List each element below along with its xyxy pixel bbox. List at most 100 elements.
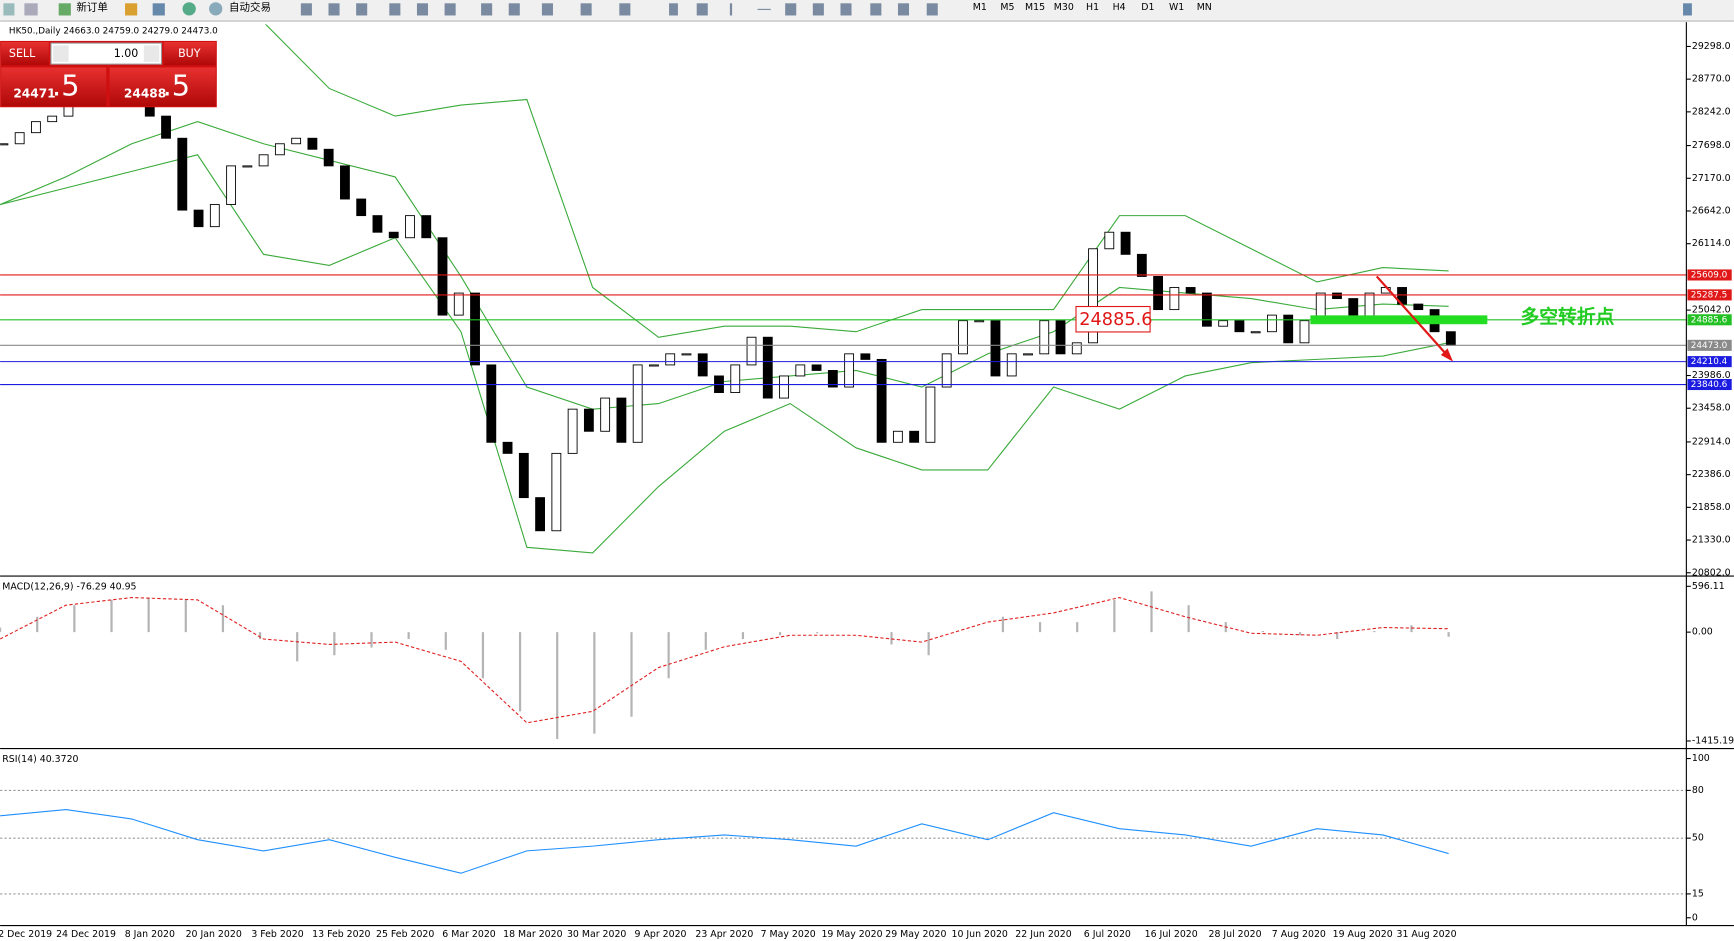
icon[interactable] [669, 3, 678, 16]
x-tick-label: 13 Feb 2020 [312, 929, 370, 940]
candle [47, 115, 58, 123]
icon[interactable] [389, 3, 401, 16]
icon[interactable] [785, 3, 797, 16]
candle [1283, 314, 1294, 344]
new-order[interactable]: 新订单 [76, 1, 108, 14]
candle [1267, 314, 1277, 333]
icon[interactable] [729, 3, 733, 16]
y-tick-label: 25042.0 [1692, 305, 1731, 316]
candle [14, 132, 25, 145]
x-tick-label: 9 Apr 2020 [635, 929, 687, 940]
candle [811, 364, 822, 371]
y-tick-label: 0 [1692, 912, 1698, 923]
timeframe-button[interactable]: W1 [1169, 2, 1184, 13]
auto-trading[interactable]: 自动交易 [229, 1, 271, 14]
x-tick-label: 8 Jan 2020 [125, 929, 175, 940]
timeframe-button[interactable]: M30 [1054, 2, 1074, 13]
candle [697, 353, 708, 377]
lots-input[interactable] [50, 42, 163, 65]
candle [226, 165, 237, 205]
sell-button[interactable] [1, 42, 49, 66]
buy-button[interactable] [163, 42, 216, 66]
candle [372, 215, 383, 233]
candle [779, 375, 789, 399]
candle [632, 364, 643, 443]
auto-trading-icon[interactable] [209, 2, 223, 16]
new-order-icon[interactable] [58, 3, 71, 16]
icon[interactable] [300, 3, 312, 16]
icon[interactable] [152, 3, 165, 16]
icon[interactable] [619, 3, 631, 16]
timeframe-button[interactable]: D1 [1141, 2, 1154, 13]
icon[interactable] [416, 3, 429, 16]
level-label-bg [1687, 269, 1732, 281]
y-tick-label: 27170.0 [1692, 173, 1731, 184]
icon[interactable] [328, 3, 340, 16]
timeframe-button[interactable]: MN [1197, 2, 1212, 13]
candle [405, 215, 415, 239]
sell-label[interactable]: SELL [9, 47, 36, 60]
highlight-bar [1310, 315, 1488, 325]
timeframe-button[interactable]: H1 [1086, 2, 1099, 13]
icon[interactable] [812, 3, 824, 16]
bid-main: 24471 [13, 86, 55, 100]
level-label: 24885.6 [1691, 315, 1728, 325]
timeframe-button[interactable]: M15 [1025, 2, 1045, 13]
icon[interactable] [125, 3, 138, 16]
icon[interactable] [897, 3, 910, 16]
icon[interactable] [24, 3, 38, 16]
buy-label[interactable]: BUY [178, 47, 201, 60]
icon[interactable] [870, 3, 882, 16]
icon[interactable] [481, 3, 493, 16]
candle [291, 137, 302, 145]
candle [437, 237, 448, 316]
candle [502, 441, 513, 454]
candle [0, 143, 9, 146]
y-tick-label: 20802.0 [1692, 567, 1731, 578]
trade-panel: SELL 1.00 BUY 24471 .5 24488 .5 [0, 40, 217, 108]
lots-down[interactable] [53, 45, 69, 62]
icon[interactable] [508, 3, 520, 16]
x-tick-label: 10 Jun 2020 [951, 929, 1007, 940]
icon[interactable] [840, 3, 852, 16]
timeframe-button[interactable]: M1 [973, 2, 987, 13]
x-tick-label: 30 Mar 2020 [567, 929, 626, 940]
toolbar: 新订单 自动交易 M1 M5 M1 [0, 0, 1734, 20]
candle [1039, 320, 1050, 355]
y-tick-label: 26642.0 [1692, 205, 1731, 216]
icon[interactable] [182, 2, 196, 16]
rsi-line [0, 808, 1449, 874]
ask-box[interactable] [109, 67, 216, 107]
lots-up[interactable] [143, 45, 160, 62]
candle [681, 353, 692, 356]
candle [925, 386, 936, 443]
candle [746, 336, 757, 366]
icon[interactable] [541, 3, 553, 16]
lots-value[interactable]: 1.00 [114, 47, 139, 60]
icon[interactable] [580, 3, 592, 16]
timeframe-button[interactable]: M5 [1000, 2, 1014, 13]
icon[interactable] [926, 3, 938, 16]
y-tick-label: 27698.0 [1692, 140, 1731, 151]
icon[interactable] [3, 3, 15, 16]
candle [1218, 320, 1229, 327]
icon[interactable] [757, 8, 771, 10]
x-tick-label: 19 Aug 2020 [1333, 929, 1393, 940]
candle [990, 320, 1001, 377]
x-tick-label: 7 May 2020 [761, 929, 816, 940]
level-label: 25609.0 [1691, 270, 1728, 280]
x-tick-label: 29 May 2020 [885, 929, 946, 940]
y-tick-label: -1415.19 [1692, 735, 1734, 746]
x-tick-label: 6 Mar 2020 [442, 929, 496, 940]
bid-box[interactable] [1, 67, 107, 107]
candle [730, 364, 741, 393]
icon[interactable] [444, 3, 456, 16]
candle [1120, 231, 1131, 255]
icon[interactable] [696, 3, 708, 16]
timeframe-button[interactable]: H4 [1113, 2, 1126, 13]
y-tick-label: 21330.0 [1692, 535, 1731, 546]
search-icon[interactable] [1683, 3, 1692, 16]
icon[interactable] [356, 3, 368, 16]
rsi-title: RSI(14) 40.3720 [2, 754, 78, 765]
candle [274, 143, 285, 156]
